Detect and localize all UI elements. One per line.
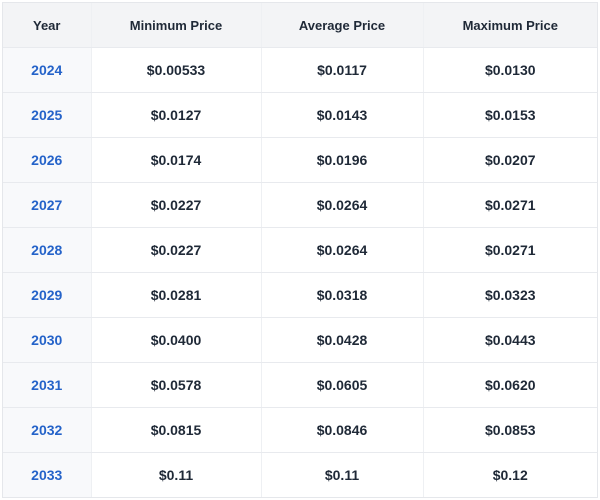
price-cell: $0.0853 <box>423 407 597 453</box>
year-cell: 2026 <box>3 137 92 183</box>
price-cell: $0.0196 <box>261 137 424 183</box>
column-header: Minimum Price <box>91 3 262 48</box>
price-cell: $0.0227 <box>91 227 262 273</box>
price-cell: $0.12 <box>423 452 597 497</box>
year-cell: 2030 <box>3 317 92 363</box>
price-cell: $0.0130 <box>423 47 597 93</box>
price-cell: $0.00533 <box>91 47 262 93</box>
table-row: 2031 $0.0578 $0.0605 $0.0620 <box>3 362 597 408</box>
price-cell: $0.0323 <box>423 272 597 318</box>
table-row: 2032 $0.0815 $0.0846 $0.0853 <box>3 407 597 453</box>
year-cell: 2028 <box>3 227 92 273</box>
column-header: Year <box>3 3 92 48</box>
table-body: 2024 $0.00533 $0.0117 $0.0130 2025 $0.0127 $0.… <box>3 47 597 497</box>
price-cell: $0.0271 <box>423 227 597 273</box>
year-cell: 2033 <box>3 452 92 497</box>
price-cell: $0.11 <box>261 452 424 497</box>
price-table: Year Minimum Price Average Price Maximum Pr… <box>3 3 597 497</box>
price-cell: $0.0227 <box>91 182 262 228</box>
price-cell: $0.0127 <box>91 92 262 138</box>
table-header: Year Minimum Price Average Price Maximum Pr… <box>3 3 597 48</box>
price-cell: $0.0443 <box>423 317 597 363</box>
price-cell: $0.0318 <box>261 272 424 318</box>
price-cell: $0.0846 <box>261 407 424 453</box>
price-cell: $0.11 <box>91 452 262 497</box>
price-cell: $0.0815 <box>91 407 262 453</box>
year-cell: 2031 <box>3 362 92 408</box>
price-cell: $0.0400 <box>91 317 262 363</box>
price-cell: $0.0264 <box>261 227 424 273</box>
price-cell: $0.0174 <box>91 137 262 183</box>
year-cell: 2032 <box>3 407 92 453</box>
price-cell: $0.0117 <box>261 47 424 93</box>
table-row: 2029 $0.0281 $0.0318 $0.0323 <box>3 272 597 318</box>
header-row: Year Minimum Price Average Price Maximum Pr… <box>3 3 597 48</box>
table-row: 2033 $0.11 $0.11 $0.12 <box>3 452 597 497</box>
price-cell: $0.0143 <box>261 92 424 138</box>
table-row: 2027 $0.0227 $0.0264 $0.0271 <box>3 182 597 228</box>
price-cell: $0.0578 <box>91 362 262 408</box>
table-row: 2026 $0.0174 $0.0196 $0.0207 <box>3 137 597 183</box>
price-cell: $0.0264 <box>261 182 424 228</box>
table-row: 2030 $0.0400 $0.0428 $0.0443 <box>3 317 597 363</box>
column-header: Average Price <box>261 3 424 48</box>
year-cell: 2029 <box>3 272 92 318</box>
year-cell: 2027 <box>3 182 92 228</box>
price-cell: $0.0605 <box>261 362 424 408</box>
table-row: 2028 $0.0227 $0.0264 $0.0271 <box>3 227 597 273</box>
price-cell: $0.0271 <box>423 182 597 228</box>
year-cell: 2024 <box>3 47 92 93</box>
year-cell: 2025 <box>3 92 92 138</box>
price-cell: $0.0153 <box>423 92 597 138</box>
price-cell: $0.0281 <box>91 272 262 318</box>
price-cell: $0.0428 <box>261 317 424 363</box>
price-cell: $0.0620 <box>423 362 597 408</box>
price-cell: $0.0207 <box>423 137 597 183</box>
table-row: 2024 $0.00533 $0.0117 $0.0130 <box>3 47 597 93</box>
table-row: 2025 $0.0127 $0.0143 $0.0153 <box>3 92 597 138</box>
column-header: Maximum Price <box>423 3 597 48</box>
